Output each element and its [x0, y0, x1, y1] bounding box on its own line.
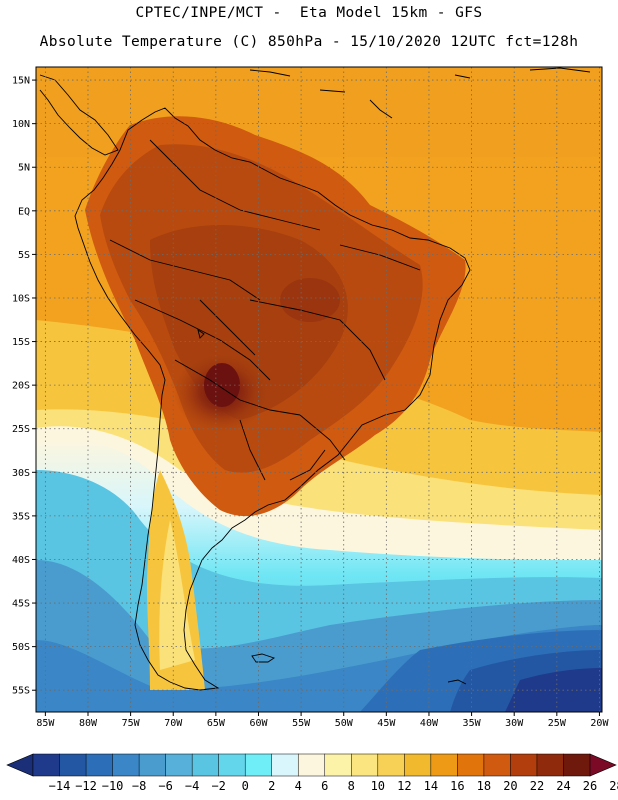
colorbar-swatch	[377, 753, 405, 777]
colorbar-label: 22	[530, 779, 544, 793]
lat-label: 45S	[12, 599, 30, 610]
colorbar-swatch	[351, 753, 379, 777]
lat-label: 15N	[12, 76, 30, 87]
colorbar-label: −12	[75, 779, 97, 793]
colorbar-label: 16	[450, 779, 464, 793]
colorbar: −14 −12 −10 −8 −6 −4 −2 0 2 4 6 8 10 12 14 16 18 20 22 24 26…	[6, 753, 618, 793]
caribbean-islands	[249, 67, 591, 119]
lat-label: 25S	[12, 424, 30, 435]
lat-label: 40S	[12, 555, 30, 566]
colorbar-high-arrow	[589, 753, 617, 777]
lon-label: 25W	[548, 718, 567, 729]
lon-label: 35W	[463, 718, 482, 729]
temperature-field	[36, 67, 602, 712]
colorbar-label: 2	[268, 779, 275, 793]
colorbar-swatch	[404, 753, 432, 777]
colorbar-swatch	[112, 753, 140, 777]
lon-label: 80W	[79, 718, 98, 729]
lat-label: 30S	[12, 468, 30, 479]
colorbar-label: 14	[424, 779, 438, 793]
colorbar-swatch	[510, 753, 538, 777]
lat-label: 15S	[12, 337, 30, 348]
colorbar-swatch	[563, 753, 591, 777]
colorbar-label: 6	[321, 779, 328, 793]
lat-label: 20S	[12, 381, 30, 392]
colorbar-label: 18	[477, 779, 491, 793]
colorbar-swatch	[430, 753, 458, 777]
lat-label: 10N	[12, 119, 30, 130]
lon-label: 20W	[590, 718, 609, 729]
colorbar-swatch	[59, 753, 87, 777]
colorbar-label: 10	[371, 779, 385, 793]
colorbar-label: 20	[503, 779, 517, 793]
lake-titicaca	[197, 328, 205, 339]
colorbar-swatch	[324, 753, 352, 777]
colorbar-label: −10	[102, 779, 124, 793]
title-line-model: CPTEC/INPE/MCT - Eta Model 15km - GFS	[135, 5, 483, 21]
lat-label: EQ	[18, 206, 30, 217]
colorbar-label: 24	[556, 779, 570, 793]
colorbar-label: 28	[609, 779, 618, 793]
lat-label: 10S	[12, 293, 30, 304]
longitude-axis: 85W 80W 75W 70W 65W 60W 55W 50W 45W 40W 35W 30W 25W 2…	[36, 712, 609, 729]
colorbar-swatch	[32, 753, 60, 777]
lat-label: 35S	[12, 511, 30, 522]
colorbar-low-arrow	[6, 753, 34, 777]
lon-label: 75W	[122, 718, 141, 729]
colorbar-label: −8	[132, 779, 146, 793]
lon-label: 65W	[207, 718, 226, 729]
colorbar-label: 0	[242, 779, 249, 793]
border-lines	[109, 139, 421, 481]
map-frame	[35, 66, 603, 713]
colorbar-label: 4	[295, 779, 302, 793]
lat-label: 55S	[12, 686, 30, 697]
colorbar-swatch	[297, 753, 326, 777]
colorbar-swatch	[244, 753, 273, 777]
lat-label: 5S	[18, 250, 30, 261]
colorbar-swatch	[191, 753, 220, 777]
colorbar-label: −2	[211, 779, 225, 793]
colorbar-label: 8	[348, 779, 355, 793]
lon-label: 70W	[164, 718, 183, 729]
colorbar-swatch	[483, 753, 511, 777]
colorbar-swatch	[457, 753, 485, 777]
lat-label: 50S	[12, 642, 30, 653]
colorbar-swatch	[138, 753, 167, 777]
coastlines-and-borders	[39, 67, 591, 691]
colorbar-label: 26	[583, 779, 597, 793]
lon-label: 50W	[335, 718, 354, 729]
lon-label: 55W	[292, 718, 311, 729]
colorbar-label: −6	[158, 779, 172, 793]
colorbar-label: −14	[49, 779, 71, 793]
lon-label: 40W	[420, 718, 439, 729]
title-line-variable: Absolute Temperature (C) 850hPa - 15/10/…	[39, 34, 579, 50]
colorbar-swatch	[536, 753, 564, 777]
lon-label: 30W	[505, 718, 524, 729]
central-america-coastline	[39, 74, 119, 156]
colorbar-swatch	[165, 753, 193, 777]
lat-label: 5N	[18, 163, 30, 174]
colorbar-swatch	[85, 753, 114, 777]
falklands	[251, 653, 276, 663]
colorbar-label: 12	[397, 779, 411, 793]
colorbar-label: −4	[185, 779, 199, 793]
lon-label: 45W	[377, 718, 396, 729]
colorbar-swatch	[218, 753, 246, 777]
south-georgia	[447, 679, 467, 685]
lon-label: 60W	[249, 718, 268, 729]
south-america-coastline	[74, 107, 471, 691]
lon-label: 85W	[36, 718, 55, 729]
colorbar-swatch	[271, 753, 299, 777]
latitude-axis: 15N 10N 5N EQ 5S 10S 15S 20S 25S 30S 35S 40S 45S 50S 5…	[12, 76, 36, 697]
